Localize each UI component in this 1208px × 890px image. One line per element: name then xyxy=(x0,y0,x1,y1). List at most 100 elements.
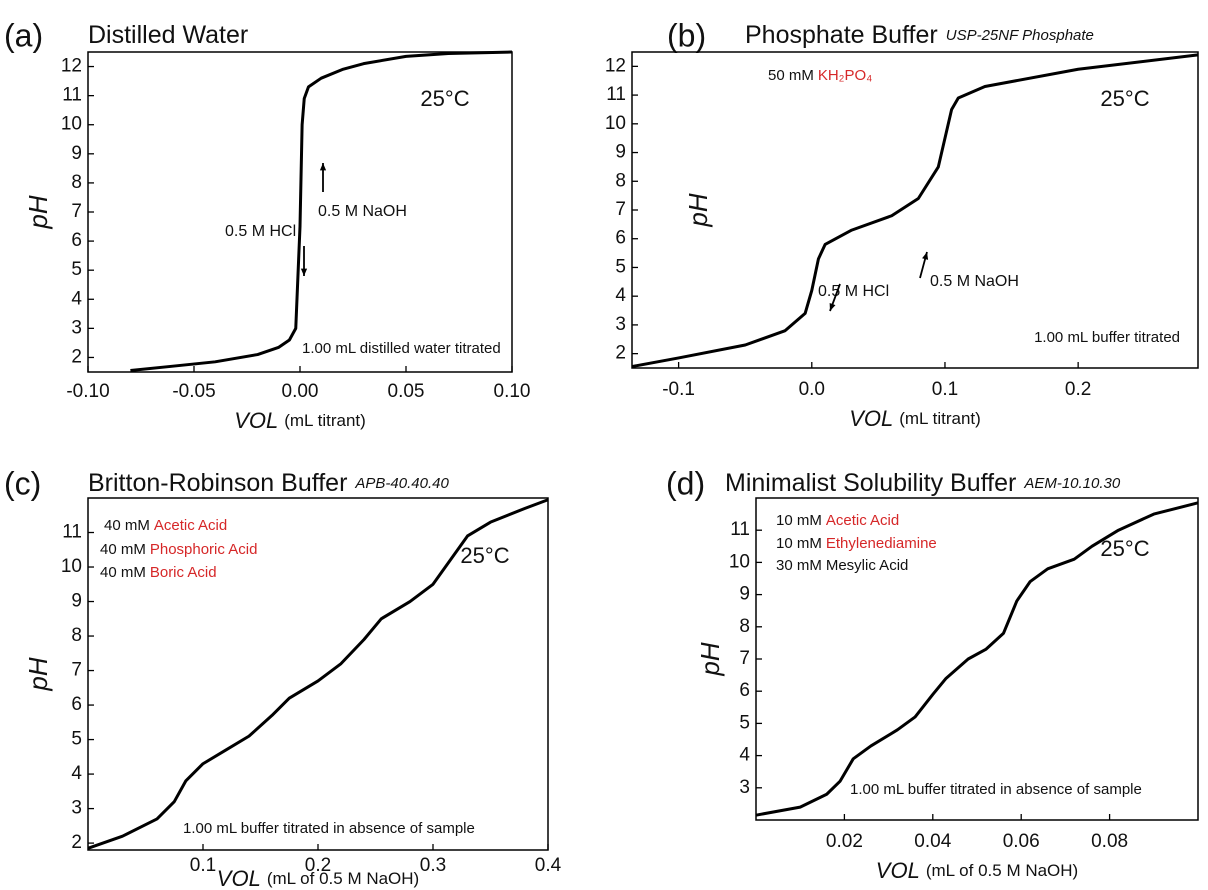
component-name: Boric Acid xyxy=(150,564,217,581)
y-tick-label: 8 xyxy=(71,172,82,193)
y-tick-label: 6 xyxy=(71,230,82,251)
component-amount: 30 mM xyxy=(776,557,822,574)
y-tick-label: 2 xyxy=(71,832,82,853)
y-tick-label: 8 xyxy=(739,616,750,637)
component-name: Mesylic Acid xyxy=(826,557,909,574)
component: 50 mM KH₂PO₄ xyxy=(768,67,872,84)
panel-title: Britton-Robinson Buffer APB-40.40.40 xyxy=(88,469,449,497)
panel-title: Minimalist Solubility Buffer AEM-10.10.30 xyxy=(725,469,1121,497)
component-amount: 40 mM xyxy=(104,517,150,534)
y-tick-label: 4 xyxy=(71,763,82,784)
titration-curve xyxy=(87,498,549,850)
subtitle: APB-40.40.40 xyxy=(354,475,449,492)
x-axis-variable: VOL xyxy=(217,866,261,890)
component: 30 mM Mesylic Acid xyxy=(776,557,908,574)
component-name: KH₂PO₄ xyxy=(818,67,872,84)
x-axis-unit: (mL titrant) xyxy=(284,411,366,430)
y-tick-label: 3 xyxy=(615,314,626,335)
component-name: Acetic Acid xyxy=(154,517,227,534)
y-tick-label: 11 xyxy=(730,519,750,540)
component: 40 mM Phosphoric Acid xyxy=(100,541,257,558)
x-tick-label: 0.0 xyxy=(799,379,825,400)
y-tick-label: 7 xyxy=(739,648,750,669)
note: 1.00 mL buffer titrated in absence of sa… xyxy=(183,820,475,837)
title: Minimalist Solubility Buffer xyxy=(725,469,1016,497)
component-amount: 10 mM xyxy=(776,535,822,552)
y-axis-label: pH xyxy=(23,657,53,691)
note: 1.00 mL buffer titrated xyxy=(1034,329,1180,346)
y-axis-label: pH xyxy=(23,195,53,229)
arrow-head xyxy=(319,163,327,171)
y-tick-label: 3 xyxy=(739,777,750,798)
y-tick-label: 7 xyxy=(71,201,82,222)
x-axis-label: VOL (mL of 0.5 M NaOH) xyxy=(876,858,1078,883)
component-name: Ethylenediamine xyxy=(826,535,937,552)
y-tick-label: 10 xyxy=(61,556,82,577)
y-tick-label: 5 xyxy=(71,729,82,750)
y-tick-label: 6 xyxy=(739,680,750,701)
y-tick-label: 11 xyxy=(62,522,82,543)
component: 40 mM Boric Acid xyxy=(100,564,217,581)
x-axis-unit: (mL titrant) xyxy=(899,409,981,428)
y-tick-label: 5 xyxy=(739,712,750,733)
y-tick-label: 9 xyxy=(71,143,82,164)
x-tick-label: 0.2 xyxy=(1065,379,1091,400)
temperature: 25°C xyxy=(1100,536,1149,561)
title: Britton-Robinson Buffer xyxy=(88,469,347,497)
x-tick-label: -0.10 xyxy=(66,381,109,402)
x-tick-label: 0.02 xyxy=(826,831,863,852)
x-tick-label: 0.00 xyxy=(282,381,319,402)
title: Distilled Water xyxy=(88,21,248,49)
y-tick-label: 9 xyxy=(739,584,750,605)
titration-curve xyxy=(755,501,1199,817)
y-tick-label: 4 xyxy=(739,745,750,766)
y-tick-label: 5 xyxy=(71,259,82,280)
y-tick-label: 7 xyxy=(615,199,626,220)
y-tick-label: 2 xyxy=(71,346,82,367)
component: 40 mM Acetic Acid xyxy=(104,517,227,534)
panel-title: Distilled Water xyxy=(88,21,248,49)
y-tick-label: 10 xyxy=(729,551,750,572)
component-name: Acetic Acid xyxy=(826,512,899,529)
temperature: 25°C xyxy=(1100,86,1149,111)
panel-label: (a) xyxy=(4,17,43,53)
y-tick-label: 8 xyxy=(615,170,626,191)
annotation: 0.5 M HCl xyxy=(818,283,889,300)
y-tick-label: 4 xyxy=(71,288,82,309)
annotation: 0.5 M HCl xyxy=(225,223,296,240)
component-amount: 40 mM xyxy=(100,541,146,558)
x-axis-variable: VOL xyxy=(234,408,278,433)
titration-curve xyxy=(631,53,1199,369)
y-tick-label: 10 xyxy=(605,113,626,134)
x-axis-unit: (mL of 0.5 M NaOH) xyxy=(926,861,1078,880)
temperature: 25°C xyxy=(420,86,469,111)
y-tick-label: 11 xyxy=(62,85,82,106)
title: Phosphate Buffer xyxy=(745,21,938,49)
y-tick-label: 9 xyxy=(71,591,82,612)
y-tick-label: 3 xyxy=(71,317,82,338)
component-name: Phosphoric Acid xyxy=(150,541,258,558)
panel-title: Phosphate Buffer USP-25NF Phosphate xyxy=(745,21,1094,49)
x-axis-variable: VOL xyxy=(849,406,893,431)
y-tick-label: 3 xyxy=(71,798,82,819)
arrow-head xyxy=(829,303,836,311)
y-tick-label: 8 xyxy=(71,625,82,646)
y-tick-label: 12 xyxy=(61,56,82,77)
y-axis-label: pH xyxy=(695,642,725,676)
x-tick-label: 0.05 xyxy=(388,381,425,402)
y-tick-label: 5 xyxy=(615,256,626,277)
x-axis-unit: (mL of 0.5 M NaOH) xyxy=(267,869,419,888)
y-tick-label: 9 xyxy=(615,142,626,163)
component-amount: 50 mM xyxy=(768,67,814,84)
y-tick-label: 4 xyxy=(615,285,626,306)
arrow-head xyxy=(300,268,308,276)
y-axis-label: pH xyxy=(683,193,713,227)
x-tick-label: -0.1 xyxy=(662,379,695,400)
subtitle: AEM-10.10.30 xyxy=(1023,475,1121,492)
x-tick-label: 0.10 xyxy=(494,381,531,402)
x-axis-label: VOL (mL titrant) xyxy=(849,406,981,431)
x-tick-label: 0.1 xyxy=(932,379,958,400)
x-axis-label: VOL (mL of 0.5 M NaOH) xyxy=(217,866,419,890)
panel-label: (b) xyxy=(667,17,706,53)
